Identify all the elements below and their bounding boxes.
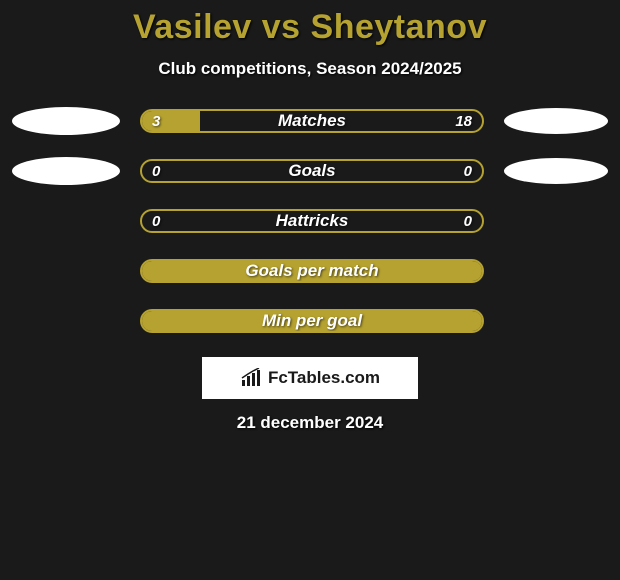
subtitle: Club competitions, Season 2024/2025 <box>0 59 620 79</box>
stat-bar: Hattricks0 0 <box>140 209 484 233</box>
team-left-logo <box>12 107 120 135</box>
chart-icon <box>240 368 264 388</box>
stat-bar: Min per goal <box>140 309 484 333</box>
stat-row: Matches3 18 <box>0 107 620 135</box>
date-label: 21 december 2024 <box>0 413 620 433</box>
team-right-logo <box>504 158 608 184</box>
stat-bar: Goals0 0 <box>140 159 484 183</box>
stat-label: Goals <box>142 161 482 181</box>
stats-card: Vasilev vs Sheytanov Club competitions, … <box>0 0 620 433</box>
team-left-logo <box>12 157 120 185</box>
stat-value-left: 3 <box>152 111 160 131</box>
stat-bar: Goals per match <box>140 259 484 283</box>
stat-rows: Matches318Goals00Hattricks00Goals per ma… <box>0 107 620 335</box>
stat-label: Hattricks <box>142 211 482 231</box>
stat-label: Goals per match <box>142 261 482 281</box>
stat-label: Matches <box>142 111 482 131</box>
stat-value-right: 0 <box>464 211 472 231</box>
stat-label: Min per goal <box>142 311 482 331</box>
brand-text: FcTables.com <box>268 368 380 388</box>
team-right-logo <box>504 108 608 134</box>
stat-value-left: 0 <box>152 211 160 231</box>
stat-value-right: 18 <box>455 111 472 131</box>
stat-value-right: 0 <box>464 161 472 181</box>
stat-bar: Matches3 18 <box>140 109 484 133</box>
brand-badge[interactable]: FcTables.com <box>202 357 418 399</box>
stat-row: Min per goal <box>0 307 620 335</box>
stat-row: Hattricks0 0 <box>0 207 620 235</box>
page-title: Vasilev vs Sheytanov <box>0 8 620 47</box>
stat-row: Goals per match <box>0 257 620 285</box>
stat-value-left: 0 <box>152 161 160 181</box>
stat-row: Goals0 0 <box>0 157 620 185</box>
